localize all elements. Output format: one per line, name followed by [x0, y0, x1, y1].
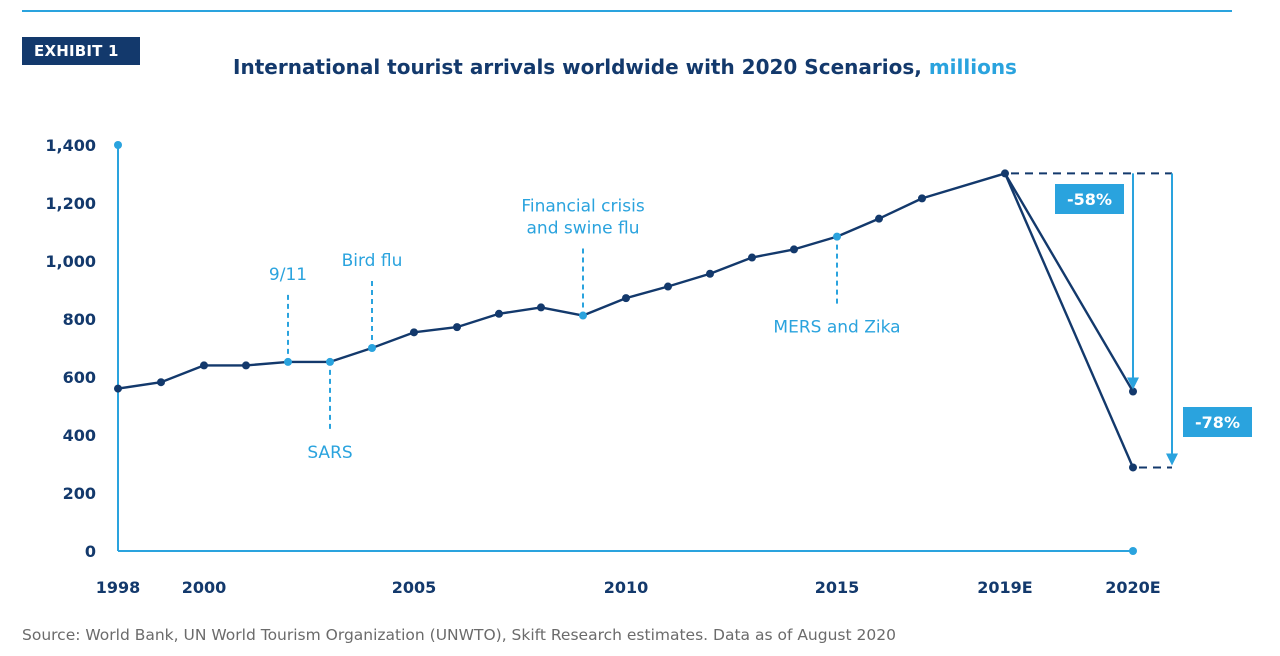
callout-badge: [1183, 407, 1252, 437]
data-point: [1129, 463, 1137, 472]
y-tick-label: 1,200: [45, 194, 96, 213]
y-tick-label: 0: [85, 542, 96, 561]
data-point: [326, 357, 334, 366]
x-tick-label: 1998: [96, 578, 141, 597]
x-tick-label: 2020E: [1105, 578, 1160, 597]
data-point: [537, 303, 545, 312]
data-point: [664, 282, 672, 291]
chart-title: International tourist arrivals worldwide…: [0, 55, 1250, 79]
callout-badge: [1055, 184, 1124, 214]
x-axis-end-dot: [1129, 547, 1137, 555]
x-tick-label: 2019E: [977, 578, 1032, 597]
y-tick-label: 200: [63, 484, 96, 503]
exhibit-badge: EXHIBIT 1: [22, 37, 140, 65]
callout-label: -78%: [1195, 413, 1240, 432]
x-tick-label: 2010: [604, 578, 649, 597]
x-tick-label: 2015: [815, 578, 860, 597]
annotation-label: MERS and Zika: [773, 318, 900, 338]
y-tick-label: 400: [63, 426, 96, 445]
data-point: [284, 357, 292, 366]
data-point: [242, 361, 250, 370]
data-point: [453, 323, 461, 332]
data-point: [748, 253, 756, 262]
x-tick-label: 2000: [182, 578, 227, 597]
annotation-label: and swine flu: [527, 219, 640, 239]
annotation-label: Bird flu: [342, 251, 403, 271]
source-note: Source: World Bank, UN World Tourism Org…: [22, 626, 896, 644]
data-point: [579, 311, 587, 320]
annotation-label: 9/11: [269, 265, 307, 285]
data-point: [368, 344, 376, 352]
chart-title-main: International tourist arrivals worldwide…: [233, 55, 922, 79]
series-line-2: [1003, 172, 1135, 468]
callout-label: -58%: [1067, 190, 1112, 209]
data-point: [918, 194, 926, 203]
data-point: [706, 269, 714, 278]
callout-arrowhead: [1166, 453, 1178, 466]
data-point: [495, 309, 503, 318]
data-point: [790, 245, 798, 254]
y-tick-label: 1,400: [45, 136, 96, 155]
annotation-label: SARS: [307, 443, 352, 463]
data-point: [157, 378, 165, 387]
series-line-1: [1003, 172, 1135, 393]
data-point: [622, 294, 630, 303]
data-point: [1129, 387, 1137, 396]
y-tick-label: 1,000: [45, 252, 96, 271]
y-tick-label: 800: [63, 310, 96, 329]
chart-title-unit: millions: [928, 55, 1017, 79]
x-tick-label: 2005: [392, 578, 437, 597]
annotation-label: Financial crisis: [521, 197, 644, 217]
data-point: [1001, 169, 1009, 178]
data-point: [410, 328, 418, 337]
y-axis-end-dot: [114, 141, 122, 149]
data-point: [875, 214, 883, 223]
top-rule: [22, 10, 1232, 12]
data-point: [114, 384, 122, 393]
callout-arrowhead: [1127, 377, 1139, 390]
y-tick-label: 600: [63, 368, 96, 387]
data-point: [200, 361, 208, 370]
data-point: [833, 232, 841, 241]
